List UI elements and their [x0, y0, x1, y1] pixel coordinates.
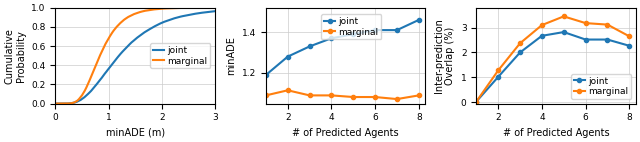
marginal — [393, 98, 401, 100]
marginal — [52, 103, 60, 104]
marginal — [211, 7, 218, 9]
Line: marginal: marginal — [264, 88, 421, 101]
joint — [306, 46, 314, 47]
marginal — [328, 95, 335, 96]
X-axis label: # of Predicted Agents: # of Predicted Agents — [503, 128, 609, 138]
joint — [393, 29, 401, 31]
joint — [61, 103, 69, 104]
joint — [52, 103, 60, 104]
joint — [472, 101, 480, 102]
joint — [189, 13, 196, 15]
joint — [582, 39, 589, 40]
marginal — [516, 42, 524, 44]
marginal — [349, 96, 357, 98]
Y-axis label: minADE: minADE — [227, 36, 236, 75]
marginal — [582, 22, 589, 24]
marginal — [415, 95, 422, 96]
joint — [516, 52, 524, 53]
Y-axis label: Cumulative
Probability: Cumulative Probability — [4, 28, 26, 83]
marginal — [560, 15, 568, 17]
X-axis label: # of Predicted Agents: # of Predicted Agents — [292, 128, 399, 138]
marginal — [262, 95, 269, 96]
Legend: joint, marginal: joint, marginal — [321, 14, 381, 39]
joint — [284, 56, 292, 58]
joint — [173, 17, 180, 19]
joint — [560, 31, 568, 33]
Legend: joint, marginal: joint, marginal — [572, 74, 631, 99]
marginal — [472, 101, 480, 102]
Line: marginal: marginal — [474, 14, 632, 104]
marginal — [371, 96, 379, 98]
Line: joint: joint — [56, 11, 215, 104]
marginal — [173, 7, 180, 9]
marginal — [148, 9, 156, 11]
joint — [371, 29, 379, 31]
marginal — [153, 8, 161, 10]
joint — [415, 19, 422, 21]
joint — [211, 10, 219, 12]
joint — [349, 33, 357, 35]
Line: marginal: marginal — [56, 8, 215, 104]
joint — [328, 37, 335, 39]
marginal — [306, 95, 314, 96]
Line: joint: joint — [264, 18, 421, 77]
joint — [144, 29, 152, 31]
joint — [153, 24, 161, 26]
joint — [262, 74, 269, 76]
marginal — [284, 89, 292, 91]
marginal — [494, 70, 502, 71]
Y-axis label: Inter-prediction
Overlap (%): Inter-prediction Overlap (%) — [434, 18, 455, 93]
Legend: joint, marginal: joint, marginal — [150, 43, 211, 68]
marginal — [625, 36, 633, 37]
joint — [604, 39, 611, 40]
Line: joint: joint — [474, 30, 632, 104]
marginal — [144, 9, 152, 11]
marginal — [604, 24, 611, 25]
joint — [538, 35, 546, 37]
joint — [625, 45, 633, 47]
marginal — [61, 103, 69, 104]
marginal — [211, 7, 219, 9]
X-axis label: minADE (m): minADE (m) — [106, 128, 164, 138]
marginal — [189, 7, 196, 9]
joint — [494, 76, 502, 78]
marginal — [538, 24, 546, 26]
joint — [148, 27, 156, 29]
